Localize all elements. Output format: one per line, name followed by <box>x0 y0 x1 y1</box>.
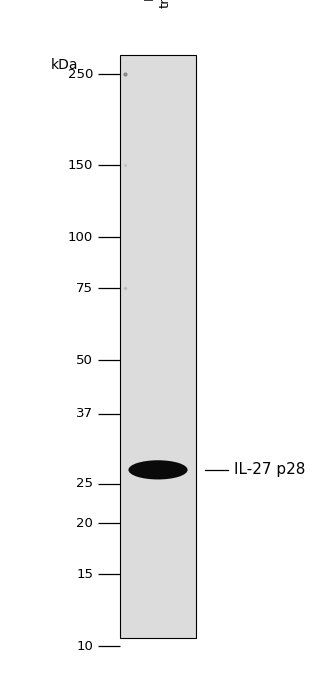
Text: 25: 25 <box>76 477 93 490</box>
Text: IL-27 p28-
transfectant: IL-27 p28- transfectant <box>144 0 172 8</box>
Text: 10: 10 <box>76 640 93 653</box>
Text: 250: 250 <box>68 68 93 81</box>
Text: 20: 20 <box>76 517 93 530</box>
Ellipse shape <box>128 460 188 480</box>
Text: 37: 37 <box>76 407 93 421</box>
Text: 100: 100 <box>68 230 93 244</box>
Text: kDa: kDa <box>51 58 78 72</box>
Text: IL-27 p28: IL-27 p28 <box>234 462 305 477</box>
Bar <box>120 55 196 638</box>
Text: 75: 75 <box>76 282 93 295</box>
Text: 50: 50 <box>76 354 93 367</box>
Text: 150: 150 <box>68 158 93 172</box>
Text: 15: 15 <box>76 568 93 581</box>
